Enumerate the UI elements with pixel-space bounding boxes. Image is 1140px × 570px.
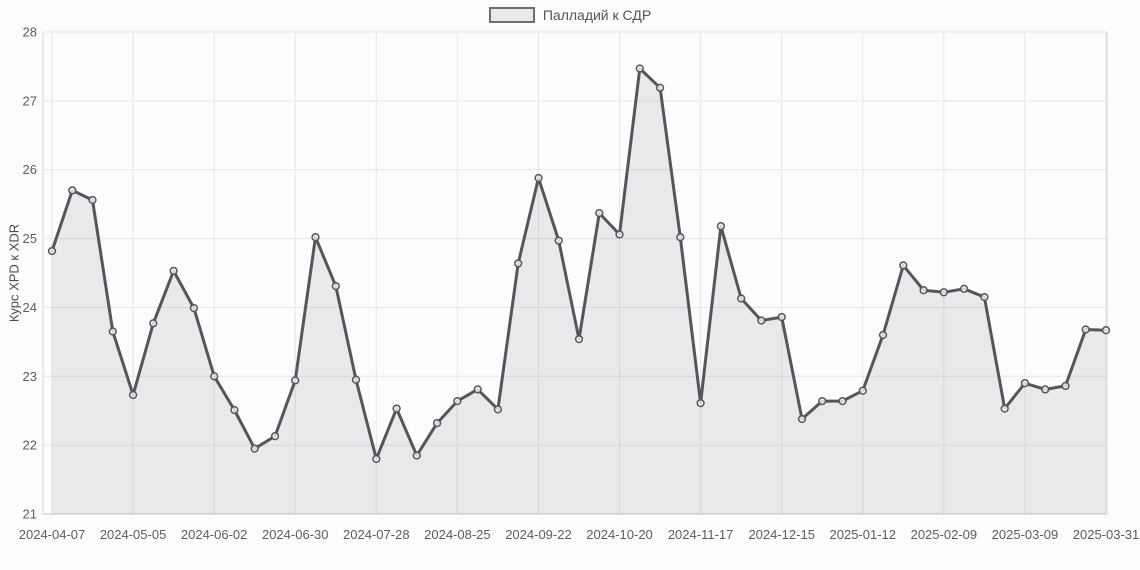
legend-label: Палладий к СДР — [542, 7, 652, 23]
data-point-marker[interactable] — [980, 292, 989, 302]
x-tick-label: 2025-02-09 — [911, 527, 978, 542]
x-tick-label: 2024-10-20 — [586, 527, 653, 542]
data-point-marker[interactable] — [210, 372, 219, 381]
y-tick-label: 23 — [23, 369, 37, 384]
legend: Палладий к СДР — [0, 7, 1140, 23]
data-point-marker[interactable] — [615, 230, 624, 239]
x-tick-label: 2025-01-12 — [830, 527, 897, 542]
data-point-marker[interactable] — [473, 385, 482, 394]
data-point-marker[interactable] — [493, 405, 503, 414]
data-point-marker[interactable] — [919, 286, 928, 295]
data-point-marker[interactable] — [838, 396, 847, 406]
data-point-marker[interactable] — [716, 222, 726, 231]
data-point-marker[interactable] — [311, 233, 320, 242]
data-point-marker[interactable] — [858, 386, 867, 395]
data-point-marker[interactable] — [574, 334, 584, 344]
data-point-marker[interactable] — [899, 261, 908, 270]
data-point-marker[interactable] — [1081, 325, 1090, 334]
data-point-marker[interactable] — [108, 327, 117, 336]
legend-swatch-icon — [488, 7, 535, 23]
data-point-marker[interactable] — [959, 284, 969, 293]
data-point-marker[interactable] — [412, 451, 421, 460]
data-point-marker[interactable] — [88, 195, 97, 205]
x-tick-label: 2024-07-28 — [343, 527, 410, 542]
y-tick-label: 24 — [23, 300, 37, 315]
data-point-marker[interactable] — [878, 330, 888, 340]
y-axis-title: Курс XPD к XDR — [6, 223, 22, 323]
x-tick-label: 2024-11-17 — [668, 527, 734, 542]
x-tick-label: 2025-03-31 — [1073, 527, 1140, 542]
data-point-marker[interactable] — [351, 375, 361, 384]
data-point-marker[interactable] — [797, 414, 807, 424]
data-point-marker[interactable] — [432, 418, 442, 428]
data-point-marker[interactable] — [169, 266, 178, 276]
data-point-marker[interactable] — [1041, 385, 1050, 394]
y-tick-label: 21 — [23, 507, 37, 522]
data-point-marker[interactable] — [270, 432, 280, 441]
data-point-marker[interactable] — [47, 246, 57, 256]
data-point-marker[interactable] — [189, 303, 199, 313]
data-point-marker[interactable] — [1101, 326, 1111, 335]
data-point-marker[interactable] — [777, 312, 786, 322]
data-point-marker[interactable] — [676, 233, 685, 242]
data-point-marker[interactable] — [392, 404, 401, 413]
data-point-marker[interactable] — [554, 236, 563, 245]
data-point-marker[interactable] — [514, 259, 523, 268]
x-tick-label: 2024-06-30 — [262, 527, 329, 542]
data-point-marker[interactable] — [372, 454, 381, 464]
data-point-marker[interactable] — [291, 376, 300, 385]
data-point-marker[interactable] — [635, 64, 644, 73]
data-point-marker[interactable] — [939, 288, 948, 297]
x-tick-label: 2025-03-09 — [992, 527, 1059, 542]
data-point-marker[interactable] — [453, 396, 462, 406]
data-point-marker[interactable] — [149, 319, 158, 328]
x-tick-label: 2024-09-22 — [505, 527, 572, 542]
x-tick-label: 2024-04-07 — [19, 527, 86, 542]
x-tick-label: 2024-12-15 — [748, 527, 815, 542]
data-point-marker[interactable] — [595, 208, 604, 218]
data-point-marker[interactable] — [737, 294, 746, 303]
data-point-marker[interactable] — [757, 316, 766, 325]
legend-item-palladium[interactable]: Палладий к СДР — [488, 7, 652, 23]
y-tick-label: 22 — [23, 438, 37, 453]
data-point-marker[interactable] — [128, 390, 138, 400]
data-point-marker[interactable] — [696, 398, 705, 408]
x-tick-label: 2024-05-05 — [100, 527, 167, 542]
data-point-marker[interactable] — [1020, 379, 1030, 388]
y-tick-label: 28 — [23, 25, 37, 40]
data-point-marker[interactable] — [655, 83, 665, 92]
y-tick-label: 27 — [23, 93, 37, 108]
x-tick-label: 2024-06-02 — [181, 527, 248, 542]
data-point-marker[interactable] — [230, 405, 239, 415]
data-point-marker[interactable] — [534, 173, 543, 183]
y-tick-label: 26 — [23, 162, 37, 177]
data-point-marker[interactable] — [1061, 381, 1070, 391]
data-point-marker[interactable] — [250, 444, 259, 453]
data-point-marker[interactable] — [68, 186, 77, 195]
data-point-marker[interactable] — [1000, 404, 1009, 413]
x-tick-label: 2024-08-25 — [424, 527, 491, 542]
data-point-marker[interactable] — [818, 396, 827, 406]
y-tick-label: 25 — [23, 231, 37, 246]
data-point-marker[interactable] — [331, 281, 340, 291]
